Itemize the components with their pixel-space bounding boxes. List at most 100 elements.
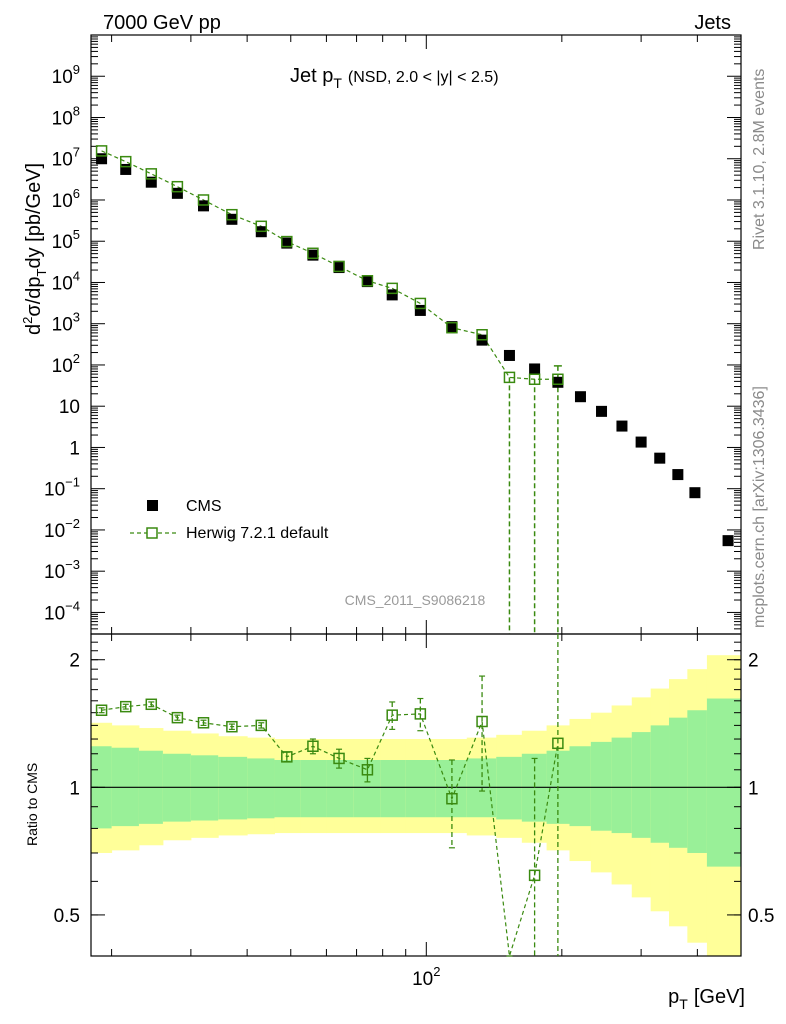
main-y-tick-label: 106 [52, 186, 80, 212]
band-inner-bin [650, 725, 670, 843]
ratio-data-point [171, 711, 184, 724]
cms-data-point [722, 535, 734, 547]
herwig-data-point [95, 145, 108, 157]
y-axis-label-main: d2σ/dpTdy [pb/GeV] [20, 163, 49, 335]
plot-title: Jet pT (NSD, 2.0 < |y| < 2.5) [290, 65, 499, 91]
ratio-data-point [414, 708, 427, 720]
cms-data-point [689, 487, 701, 499]
main-y-tick-label: 10−2 [44, 516, 80, 542]
main-y-tick-label-base: 10 [44, 480, 65, 501]
band-inner-bin [496, 756, 523, 820]
ratio-data-point [226, 720, 238, 733]
band-inner-bin [706, 698, 742, 867]
main-y-tick-label: 10 [59, 397, 80, 418]
y-axis-label-ratio: Ratio to CMS [24, 763, 40, 846]
band-inner-bin [274, 760, 301, 818]
main-y-tick-label-exp: 4 [73, 268, 80, 283]
ratio-data-point [281, 751, 293, 763]
cms-data-point [145, 176, 157, 188]
herwig-data-point [171, 180, 184, 193]
main-y-tick-label: 1 [69, 438, 80, 459]
main-y-tick-label-exp: −2 [65, 516, 80, 531]
x-axis-label-main: p [668, 986, 679, 1008]
cms-data-point [552, 376, 564, 388]
herwig-data-point [281, 235, 293, 248]
herwig-data-point [552, 373, 564, 386]
ratio-y-tick-label-right: 1 [748, 778, 759, 799]
cms-data-point [307, 249, 319, 261]
cms-data-point [333, 262, 345, 274]
plot-title-main: Jet p [290, 65, 333, 87]
herwig-data-point [145, 168, 158, 180]
ratio-y-tick-label-left: 0.5 [54, 906, 80, 927]
cms-data-point [96, 153, 108, 165]
main-y-tick-label-exp: −4 [65, 598, 80, 613]
main-y-tick-label-exp: 2 [73, 351, 80, 366]
band-inner-bin [218, 756, 248, 820]
main-y-tick-label-exp: −1 [65, 475, 80, 490]
herwig-data-point [476, 329, 488, 341]
main-y-tick-label: 105 [52, 227, 80, 253]
main-y-tick-label-base: 10 [52, 150, 73, 171]
herwig-data-point [446, 321, 458, 334]
main-y-tick-label: 10−1 [44, 475, 80, 501]
main-y-tick-label-base: 10 [52, 315, 73, 336]
main-y-tick-label: 102 [52, 351, 80, 377]
x-axis-label: pT [GeV] [668, 986, 745, 1012]
band-inner-bin [669, 717, 688, 848]
main-y-tick-label-base: 10 [52, 356, 73, 377]
cms-data-point [281, 237, 293, 249]
cms-data-point [171, 187, 183, 199]
herwig-data-point [197, 194, 210, 206]
rivet-version-label: Rivet 3.1.10, 2.8M events [751, 69, 768, 250]
plot-title-qualifier: (NSD, 2.0 < |y| < 2.5) [348, 69, 499, 86]
main-y-tick-label: 108 [52, 103, 80, 129]
ratio-data-point [255, 719, 268, 732]
cms-data-point [198, 200, 210, 212]
band-inner-bin [687, 710, 708, 853]
cms-data-point [386, 289, 398, 301]
main-y-tick-label: 103 [52, 310, 80, 336]
ratio-frame [90, 633, 742, 957]
cms-data-point [414, 304, 426, 316]
legend: CMS Herwig 7.2.1 default [130, 498, 329, 542]
main-y-tick-label: 107 [52, 145, 80, 171]
x-tick-label: 102 [412, 964, 440, 990]
ratio-data-point [145, 698, 158, 711]
legend-cms-label: CMS [186, 498, 222, 515]
main-frame [90, 34, 742, 635]
main-y-tick-label-exp: 7 [73, 145, 80, 160]
ratio-data-point [307, 740, 319, 752]
main-y-tick-label-base: 10 [44, 521, 65, 542]
ratio-series-line [101, 703, 559, 957]
ratio-y-tick-label-left: 1 [69, 778, 80, 799]
ratio-data-point [528, 869, 541, 882]
herwig-data-point [119, 155, 132, 168]
ratio-y-tick-label-right: 0.5 [748, 906, 774, 927]
ratio-y-tick-label-right: 2 [748, 651, 759, 672]
band-inner-bin [405, 760, 437, 818]
x-axis-label-unit: [GeV] [694, 986, 745, 1008]
main-y-tick-label-base: 10 [52, 191, 73, 212]
main-y-tick-label-base: 10 [44, 562, 65, 583]
main-y-tick-label: 10−3 [44, 557, 80, 583]
ratio-data-point [197, 717, 210, 729]
main-y-tick-label-base: 10 [52, 67, 73, 88]
cms-data-point [654, 452, 666, 464]
ratio-data-point [333, 752, 345, 765]
band-inner-bin [247, 758, 275, 819]
cms-data-point [529, 363, 541, 375]
main-panel: 10−410−310−210−1110102103104105106107108… [44, 34, 742, 635]
plot-title-sub: T [333, 75, 342, 91]
cms-data-point [616, 420, 628, 432]
main-y-tick-label-exp: 6 [73, 186, 80, 201]
main-y-tick-label-exp: 8 [73, 103, 80, 118]
band-inner-bin [611, 737, 633, 834]
herwig-data-point [361, 275, 374, 287]
cms-data-point [574, 391, 586, 403]
band-inner-bin [326, 760, 355, 818]
herwig-series-line [101, 150, 558, 380]
cms-data-point [361, 276, 373, 288]
ratio-y-tick-label-left: 2 [69, 651, 80, 672]
